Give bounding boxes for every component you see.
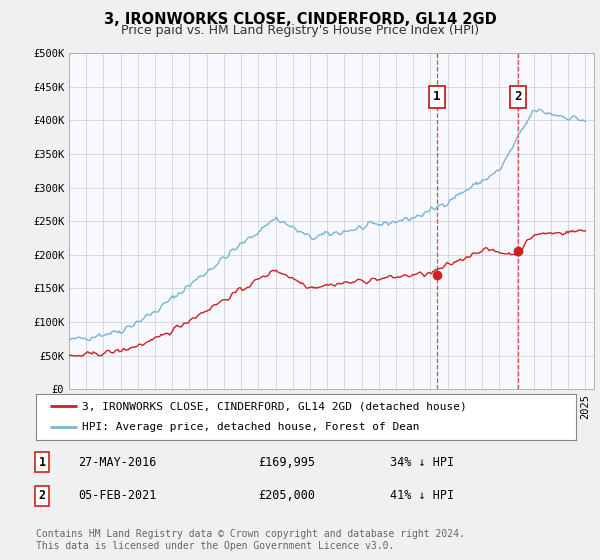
Text: 3, IRONWORKS CLOSE, CINDERFORD, GL14 2GD (detached house): 3, IRONWORKS CLOSE, CINDERFORD, GL14 2GD… bbox=[82, 401, 467, 411]
Text: Price paid vs. HM Land Registry's House Price Index (HPI): Price paid vs. HM Land Registry's House … bbox=[121, 24, 479, 37]
Text: 41% ↓ HPI: 41% ↓ HPI bbox=[390, 489, 454, 502]
Text: Contains HM Land Registry data © Crown copyright and database right 2024.
This d: Contains HM Land Registry data © Crown c… bbox=[36, 529, 465, 551]
Text: 1: 1 bbox=[38, 455, 46, 469]
Text: £205,000: £205,000 bbox=[258, 489, 315, 502]
Text: 05-FEB-2021: 05-FEB-2021 bbox=[78, 489, 157, 502]
Text: 2: 2 bbox=[38, 489, 46, 502]
Text: HPI: Average price, detached house, Forest of Dean: HPI: Average price, detached house, Fore… bbox=[82, 422, 419, 432]
Text: 1: 1 bbox=[433, 90, 441, 104]
Text: 34% ↓ HPI: 34% ↓ HPI bbox=[390, 455, 454, 469]
Text: 27-MAY-2016: 27-MAY-2016 bbox=[78, 455, 157, 469]
Text: 3, IRONWORKS CLOSE, CINDERFORD, GL14 2GD: 3, IRONWORKS CLOSE, CINDERFORD, GL14 2GD bbox=[104, 12, 496, 27]
Text: 2: 2 bbox=[514, 90, 521, 104]
Text: £169,995: £169,995 bbox=[258, 455, 315, 469]
